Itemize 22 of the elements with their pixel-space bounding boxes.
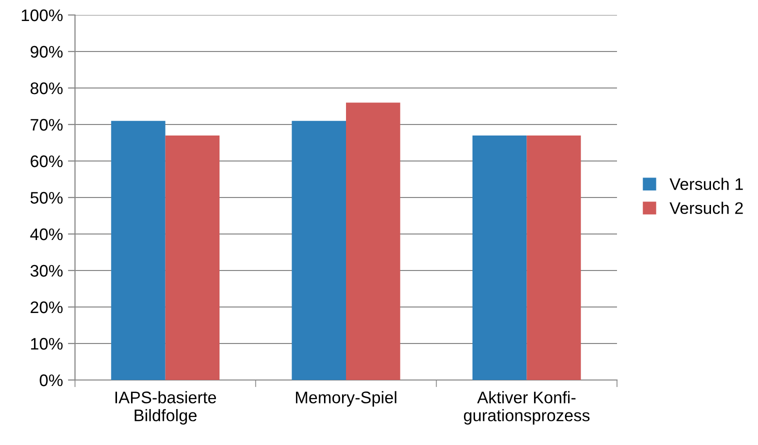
bar [292,120,346,380]
bar [111,120,166,380]
y-tick-label: 80% [30,82,63,94]
y-tick-label: 30% [30,264,63,277]
y-tick-label: 70% [30,118,63,131]
y-tick-label: 100% [22,9,63,22]
x-tick-label: IAPS-basierte Bildfolge [115,391,216,425]
legend-label: Versuch 1 [670,178,743,190]
x-tick-label: Memory-Spiel [296,391,396,407]
bar [526,135,581,380]
y-tick-label: 40% [30,228,63,240]
legend-label: Versuch 2 [670,202,743,214]
y-tick-label: 10% [31,338,63,350]
x-tick-label: Aktiver Konfi- gurationsprozess [464,391,590,425]
y-tick-label: 0% [40,374,63,386]
y-tick-label: 90% [30,46,63,58]
y-tick-label: 20% [30,301,63,314]
bar [472,135,527,380]
y-tick-label: 60% [30,155,63,168]
bar [346,102,400,380]
y-tick-label: 50% [30,192,63,204]
bar [165,135,220,380]
